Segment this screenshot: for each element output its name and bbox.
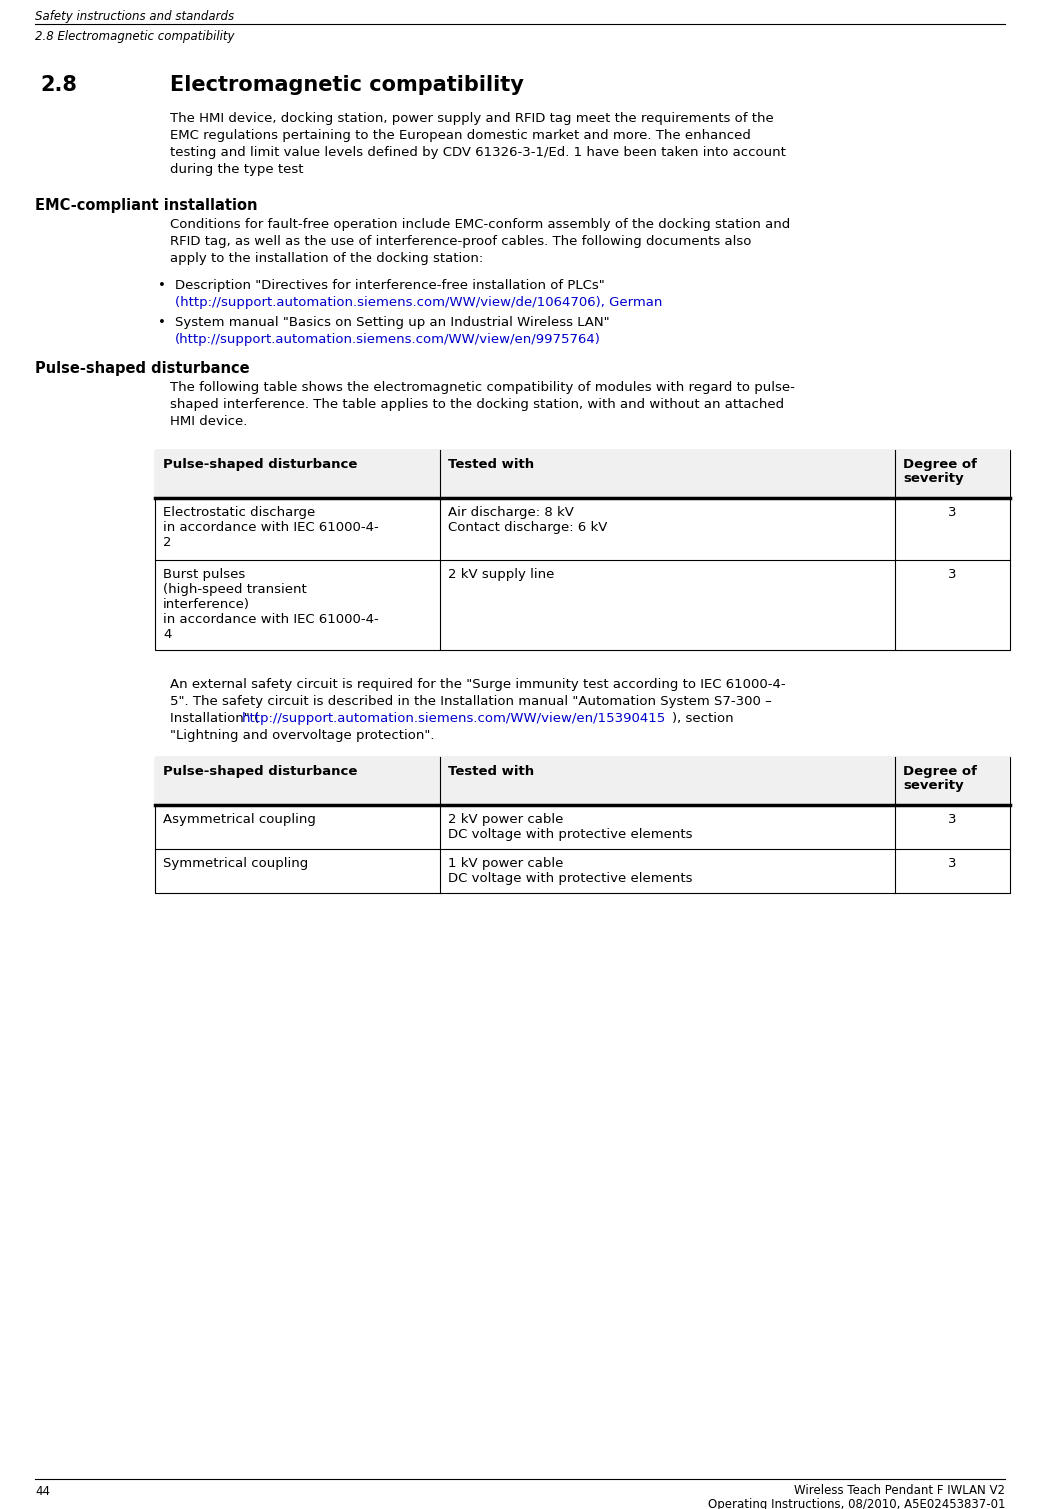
Text: testing and limit value levels defined by CDV 61326-3-1/Ed. 1 have been taken in: testing and limit value levels defined b… bbox=[170, 146, 786, 158]
Text: ), section: ), section bbox=[672, 712, 733, 724]
Text: 2.8 Electromagnetic compatibility: 2.8 Electromagnetic compatibility bbox=[35, 30, 234, 42]
Text: 1 kV power cable: 1 kV power cable bbox=[448, 857, 564, 871]
Text: severity: severity bbox=[903, 472, 964, 484]
Text: 3: 3 bbox=[947, 567, 956, 581]
Text: Operating Instructions, 08/2010, A5E02453837-01: Operating Instructions, 08/2010, A5E0245… bbox=[707, 1498, 1005, 1509]
Text: 3: 3 bbox=[947, 506, 956, 519]
Text: in accordance with IEC 61000-4-: in accordance with IEC 61000-4- bbox=[163, 521, 379, 534]
Text: The following table shows the electromagnetic compatibility of modules with rega: The following table shows the electromag… bbox=[170, 380, 795, 394]
Text: 2: 2 bbox=[163, 536, 172, 549]
Text: 5". The safety circuit is described in the Installation manual "Automation Syste: 5". The safety circuit is described in t… bbox=[170, 696, 772, 708]
Text: severity: severity bbox=[903, 779, 964, 792]
Text: Symmetrical coupling: Symmetrical coupling bbox=[163, 857, 308, 871]
Bar bbox=[155, 450, 1010, 498]
Bar bbox=[155, 450, 1010, 650]
Text: (high-speed transient: (high-speed transient bbox=[163, 582, 307, 596]
Text: Tested with: Tested with bbox=[448, 459, 535, 471]
Text: Degree of: Degree of bbox=[903, 765, 977, 779]
Text: Pulse-shaped disturbance: Pulse-shaped disturbance bbox=[163, 459, 358, 471]
Text: •: • bbox=[158, 315, 165, 329]
Text: 3: 3 bbox=[947, 813, 956, 825]
Text: System manual "Basics on Setting up an Industrial Wireless LAN": System manual "Basics on Setting up an I… bbox=[175, 315, 609, 329]
Text: Burst pulses: Burst pulses bbox=[163, 567, 245, 581]
Text: Electromagnetic compatibility: Electromagnetic compatibility bbox=[170, 75, 524, 95]
Text: EMC regulations pertaining to the European domestic market and more. The enhance: EMC regulations pertaining to the Europe… bbox=[170, 128, 751, 142]
Bar bbox=[155, 758, 1010, 804]
Text: 2.8: 2.8 bbox=[40, 75, 77, 95]
Text: (http://support.automation.siemens.com/WW/view/de/1064706), German: (http://support.automation.siemens.com/W… bbox=[175, 296, 662, 309]
Text: RFID tag, as well as the use of interference-proof cables. The following documen: RFID tag, as well as the use of interfer… bbox=[170, 235, 751, 247]
Text: EMC-compliant installation: EMC-compliant installation bbox=[35, 198, 258, 213]
Text: Conditions for fault-free operation include EMC-conform assembly of the docking : Conditions for fault-free operation incl… bbox=[170, 217, 790, 231]
Text: Wireless Teach Pendant F IWLAN V2: Wireless Teach Pendant F IWLAN V2 bbox=[794, 1483, 1005, 1497]
Text: DC voltage with protective elements: DC voltage with protective elements bbox=[448, 872, 693, 884]
Text: Safety instructions and standards: Safety instructions and standards bbox=[35, 11, 234, 23]
Text: 2 kV supply line: 2 kV supply line bbox=[448, 567, 554, 581]
Text: Tested with: Tested with bbox=[448, 765, 535, 779]
Text: 3: 3 bbox=[947, 857, 956, 871]
Text: http://support.automation.siemens.com/WW/view/en/15390415: http://support.automation.siemens.com/WW… bbox=[242, 712, 667, 724]
Text: Installation" (: Installation" ( bbox=[170, 712, 259, 724]
Text: interference): interference) bbox=[163, 598, 250, 611]
Text: DC voltage with protective elements: DC voltage with protective elements bbox=[448, 828, 693, 841]
Text: Asymmetrical coupling: Asymmetrical coupling bbox=[163, 813, 316, 825]
Text: An external safety circuit is required for the "Surge immunity test according to: An external safety circuit is required f… bbox=[170, 678, 785, 691]
Text: Contact discharge: 6 kV: Contact discharge: 6 kV bbox=[448, 521, 607, 534]
Bar bbox=[155, 758, 1010, 893]
Text: Description "Directives for interference-free installation of PLCs": Description "Directives for interference… bbox=[175, 279, 604, 293]
Text: HMI device.: HMI device. bbox=[170, 415, 248, 429]
Text: 4: 4 bbox=[163, 628, 172, 641]
Text: (http://support.automation.siemens.com/WW/view/en/9975764): (http://support.automation.siemens.com/W… bbox=[175, 333, 601, 346]
Text: The HMI device, docking station, power supply and RFID tag meet the requirements: The HMI device, docking station, power s… bbox=[170, 112, 774, 125]
Text: 2 kV power cable: 2 kV power cable bbox=[448, 813, 564, 825]
Text: 44: 44 bbox=[35, 1485, 50, 1498]
Text: "Lightning and overvoltage protection".: "Lightning and overvoltage protection". bbox=[170, 729, 435, 742]
Text: Pulse-shaped disturbance: Pulse-shaped disturbance bbox=[163, 765, 358, 779]
Text: in accordance with IEC 61000-4-: in accordance with IEC 61000-4- bbox=[163, 613, 379, 626]
Text: Pulse-shaped disturbance: Pulse-shaped disturbance bbox=[35, 361, 250, 376]
Text: Degree of: Degree of bbox=[903, 459, 977, 471]
Text: shaped interference. The table applies to the docking station, with and without : shaped interference. The table applies t… bbox=[170, 398, 784, 410]
Text: during the type test: during the type test bbox=[170, 163, 304, 177]
Text: Air discharge: 8 kV: Air discharge: 8 kV bbox=[448, 506, 574, 519]
Text: Electrostatic discharge: Electrostatic discharge bbox=[163, 506, 315, 519]
Text: •: • bbox=[158, 279, 165, 293]
Text: apply to the installation of the docking station:: apply to the installation of the docking… bbox=[170, 252, 484, 266]
